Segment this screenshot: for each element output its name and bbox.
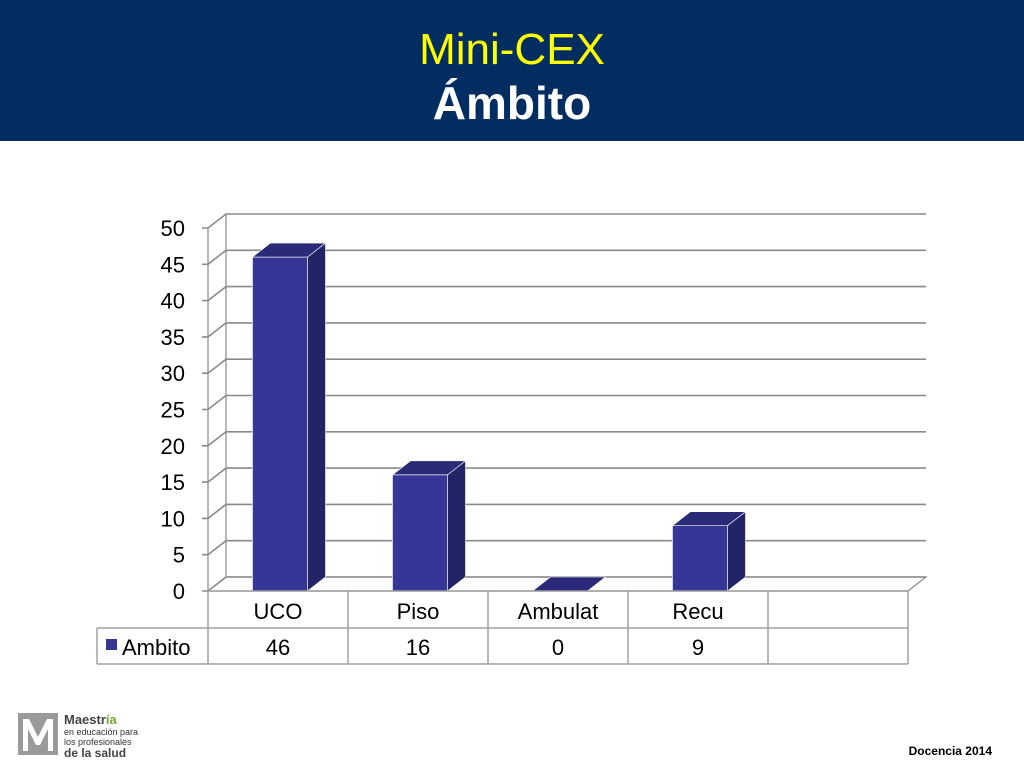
data-table-value: 46 — [266, 635, 290, 660]
gridline — [202, 539, 926, 556]
bar-front — [672, 525, 728, 592]
footer-label: Docencia 2014 — [908, 744, 992, 758]
bar — [391, 460, 467, 592]
slide-title: Mini-CEX — [419, 25, 605, 74]
y-tick-label: 50 — [161, 216, 185, 241]
bar-top — [391, 460, 467, 476]
bar-side — [307, 242, 326, 592]
y-tick-label: 25 — [161, 398, 185, 423]
legend-series-name: Ambito — [122, 635, 190, 660]
y-tick-label: 10 — [161, 506, 185, 531]
bar — [531, 576, 607, 592]
data-table-value: 0 — [552, 635, 564, 660]
y-tick-label: 30 — [161, 361, 185, 386]
logo-text: Maestría en educación para los profesion… — [64, 712, 139, 760]
y-tick-label: 20 — [161, 434, 185, 459]
gridline — [202, 322, 926, 338]
bar-front — [252, 256, 308, 592]
y-tick-label: 35 — [161, 325, 185, 350]
gridline — [202, 467, 926, 483]
y-tick-label: 45 — [161, 252, 185, 277]
bar — [251, 242, 327, 592]
logo-m-icon — [18, 713, 58, 755]
gridline — [202, 358, 926, 375]
gridline — [202, 249, 926, 266]
bar-top — [531, 576, 607, 592]
y-tick-label: 5 — [173, 543, 185, 568]
data-table-value: 16 — [406, 635, 430, 660]
bar-top — [671, 511, 747, 526]
maestria-logo: Maestría en educación para los profesion… — [18, 712, 178, 760]
bar-side — [447, 460, 466, 592]
y-tick-label: 40 — [161, 289, 185, 314]
x-category-label: Ambulat — [518, 599, 599, 624]
slide-subtitle: Ámbito — [432, 77, 592, 129]
gridline — [202, 503, 926, 520]
legend-swatch — [106, 639, 117, 650]
gridline — [202, 394, 926, 411]
gridline — [202, 430, 926, 447]
gridline — [202, 213, 926, 229]
x-category-label: UCO — [254, 599, 303, 624]
bar-top — [251, 242, 327, 258]
bar — [671, 511, 747, 592]
y-tick-label: 15 — [161, 470, 185, 495]
slide-header: Mini-CEX Ámbito — [0, 0, 1024, 141]
x-category-label: Recu — [672, 599, 723, 624]
y-tick-label: 0 — [173, 579, 185, 604]
x-category-label: Piso — [397, 599, 440, 624]
data-table-value: 9 — [692, 635, 704, 660]
gridline — [202, 285, 926, 302]
bar-front — [392, 474, 448, 592]
